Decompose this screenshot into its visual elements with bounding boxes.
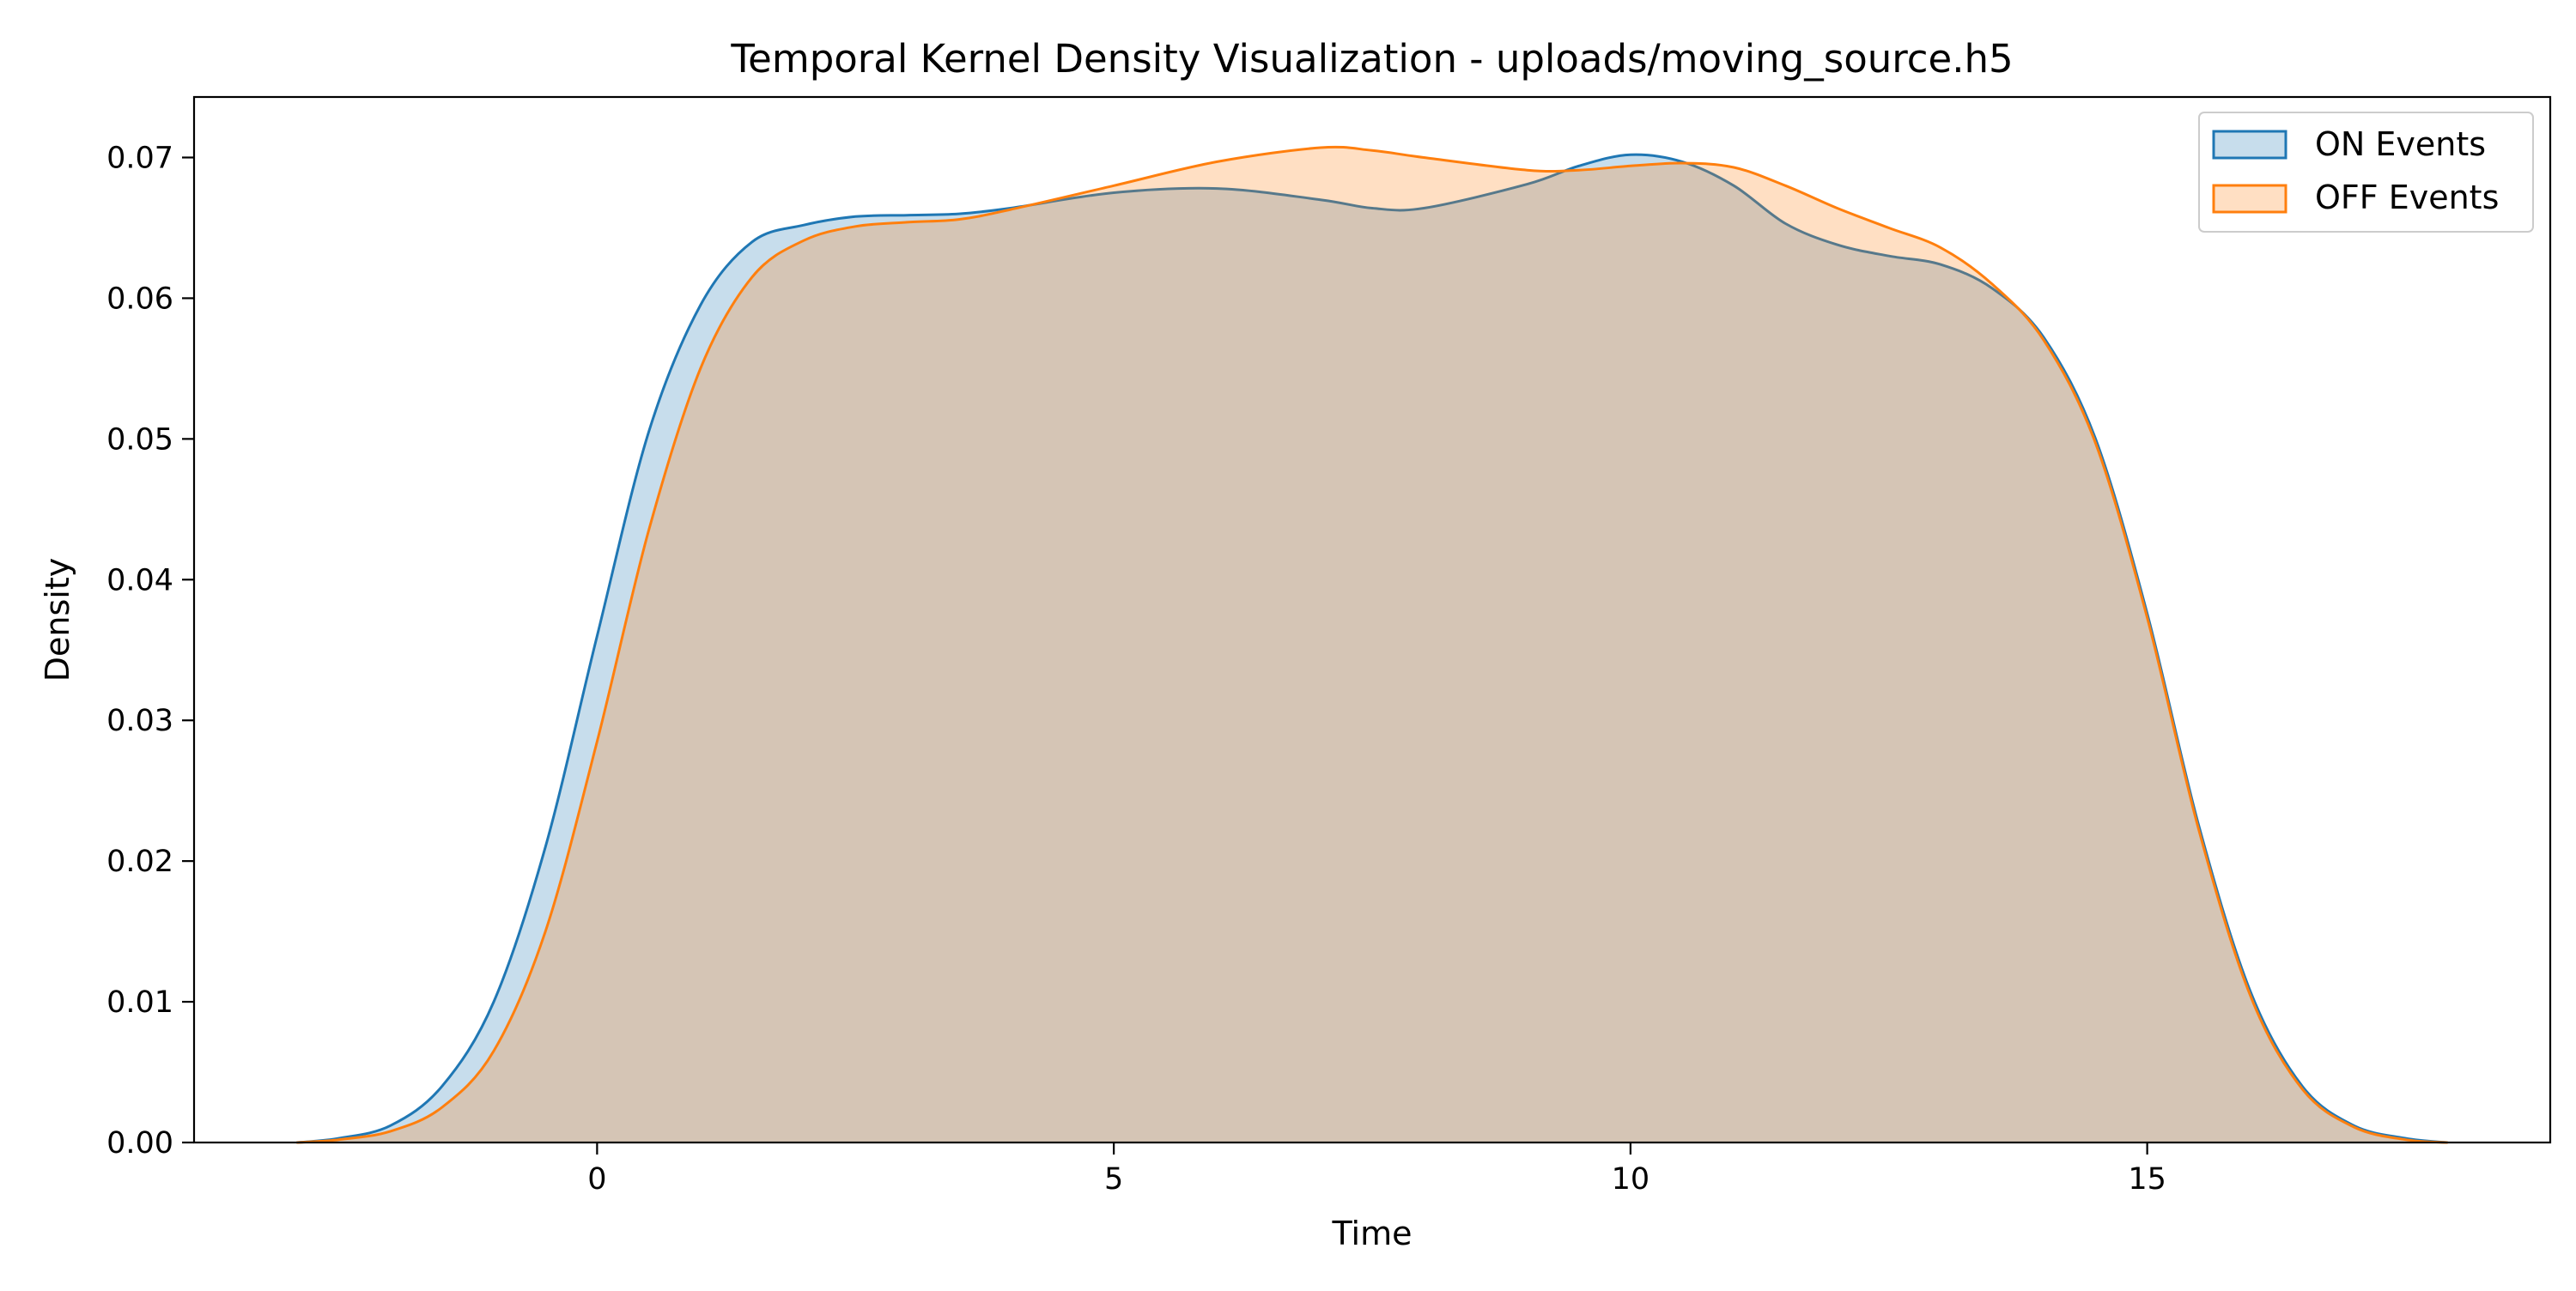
chart-title: Temporal Kernel Density Visualization - … — [730, 36, 2013, 82]
x-tick-label: 10 — [1612, 1162, 1650, 1197]
series-off-events — [295, 145, 2449, 1144]
density-area-off-events — [297, 147, 2447, 1143]
legend-swatch-off-events — [2212, 184, 2287, 214]
y-tick-label: 0.04 — [106, 563, 173, 597]
x-axis-label: Time — [1332, 1215, 1413, 1252]
y-tick-label: 0.07 — [106, 141, 173, 175]
y-tick-label: 0.00 — [106, 1126, 173, 1161]
density-line-off-events — [295, 145, 2449, 1144]
density-area-on-events — [297, 155, 2447, 1143]
y-tick-label: 0.05 — [106, 422, 173, 457]
x-tick-label: 5 — [1104, 1162, 1123, 1197]
series-layer — [295, 145, 2449, 1144]
x-tick-label: 15 — [2128, 1162, 2166, 1197]
legend-label-on-events: ON Events — [2315, 125, 2486, 163]
legend-frame — [2198, 112, 2534, 233]
legend-swatch-on-events — [2212, 130, 2287, 160]
plot-frame — [192, 95, 2552, 1144]
x-axis-ticks: 0 5 10 15 — [587, 1143, 2166, 1197]
y-axis-ticks: 0.00 0.01 0.02 0.03 0.04 0.05 0.06 0.07 — [106, 141, 194, 1161]
y-axis-label: Density — [39, 558, 76, 682]
y-tick-label: 0.02 — [106, 845, 173, 879]
y-tick-label: 0.03 — [106, 704, 173, 738]
y-tick-label: 0.06 — [106, 282, 173, 316]
y-tick-label: 0.01 — [106, 985, 173, 1020]
legend-label-off-events: OFF Events — [2315, 179, 2499, 216]
x-tick-label: 0 — [587, 1162, 606, 1197]
legend: ON Events OFF Events — [2198, 112, 2534, 233]
